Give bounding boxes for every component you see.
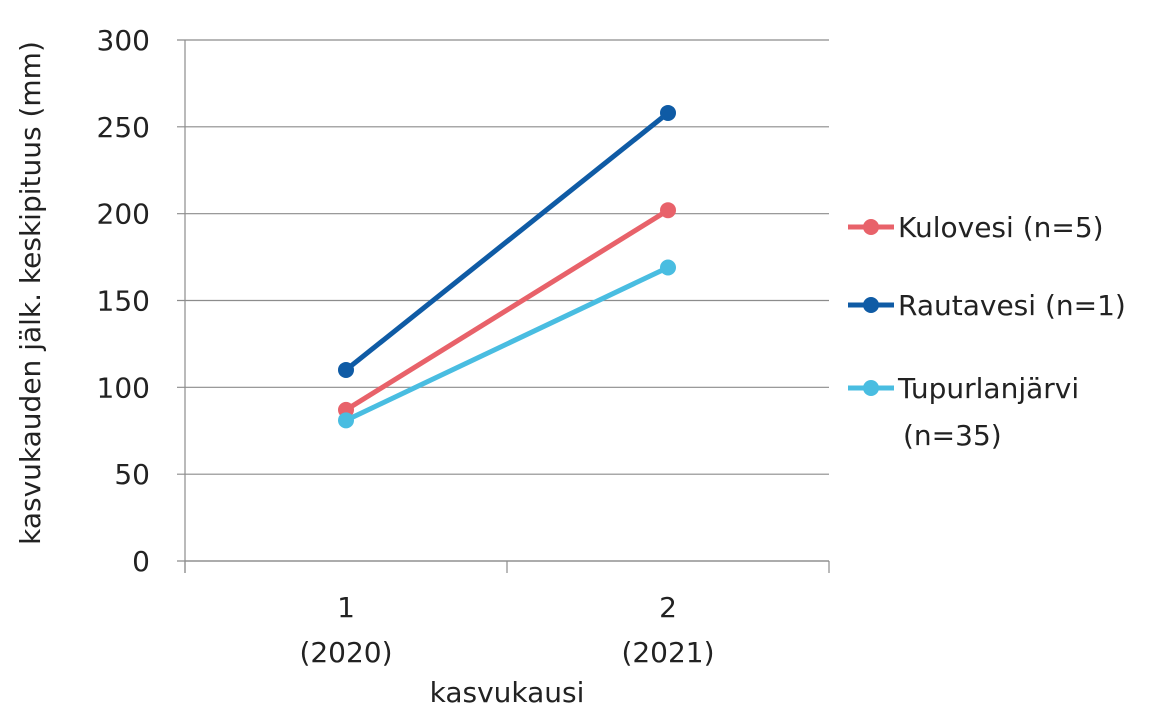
legend-item-1: Kulovesi (n=5) (848, 211, 1104, 244)
series-1 (338, 202, 676, 418)
x-tick-labels: 1 (2020) 2 (2021) (299, 591, 714, 669)
legend-marker (863, 297, 879, 313)
legend-label: (n=35) (903, 419, 1002, 452)
data-point (660, 259, 676, 276)
y-tick-label: 300 (97, 24, 150, 57)
data-point (660, 202, 676, 219)
legend-item-3: Tupurlanjärvi (n=35) (848, 372, 1079, 452)
series-line (344, 110, 670, 372)
legend-item-2: Rautavesi (n=1) (848, 289, 1126, 322)
legend-marker (863, 380, 879, 396)
legend-label: Tupurlanjärvi (897, 372, 1079, 405)
data-point (660, 104, 676, 121)
x-tick-label: 2 (659, 591, 677, 624)
series-line (344, 265, 670, 423)
legend-marker (863, 219, 879, 235)
data-point (338, 412, 354, 429)
y-tick-label: 100 (97, 371, 150, 404)
series-line (344, 208, 670, 413)
y-axis-title: kasvukauden jälk. keskipituus (mm) (14, 41, 47, 545)
x-tick-label-year: (2020) (299, 636, 392, 669)
gridlines (177, 39, 829, 562)
data-point (338, 361, 354, 378)
y-tick-label: 150 (97, 285, 150, 318)
axes (184, 40, 830, 573)
y-tick-label: 0 (132, 545, 150, 578)
y-tick-label: 200 (97, 198, 150, 231)
legend-label: Rautavesi (n=1) (898, 289, 1126, 322)
series-2 (338, 104, 676, 378)
y-tick-label: 250 (97, 111, 150, 144)
y-tick-label: 50 (114, 458, 150, 491)
y-tick-labels: 0 50 100 150 200 250 300 (97, 24, 150, 578)
legend: Kulovesi (n=5) Rautavesi (n=1) Tupurlanjär… (848, 211, 1126, 452)
series-3 (338, 259, 676, 429)
x-axis-title: kasvukausi (430, 676, 585, 707)
x-tick-label: 1 (337, 591, 355, 624)
x-tick-label-year: (2021) (621, 636, 714, 669)
series-layer (338, 104, 676, 429)
legend-label: Kulovesi (n=5) (898, 211, 1104, 244)
